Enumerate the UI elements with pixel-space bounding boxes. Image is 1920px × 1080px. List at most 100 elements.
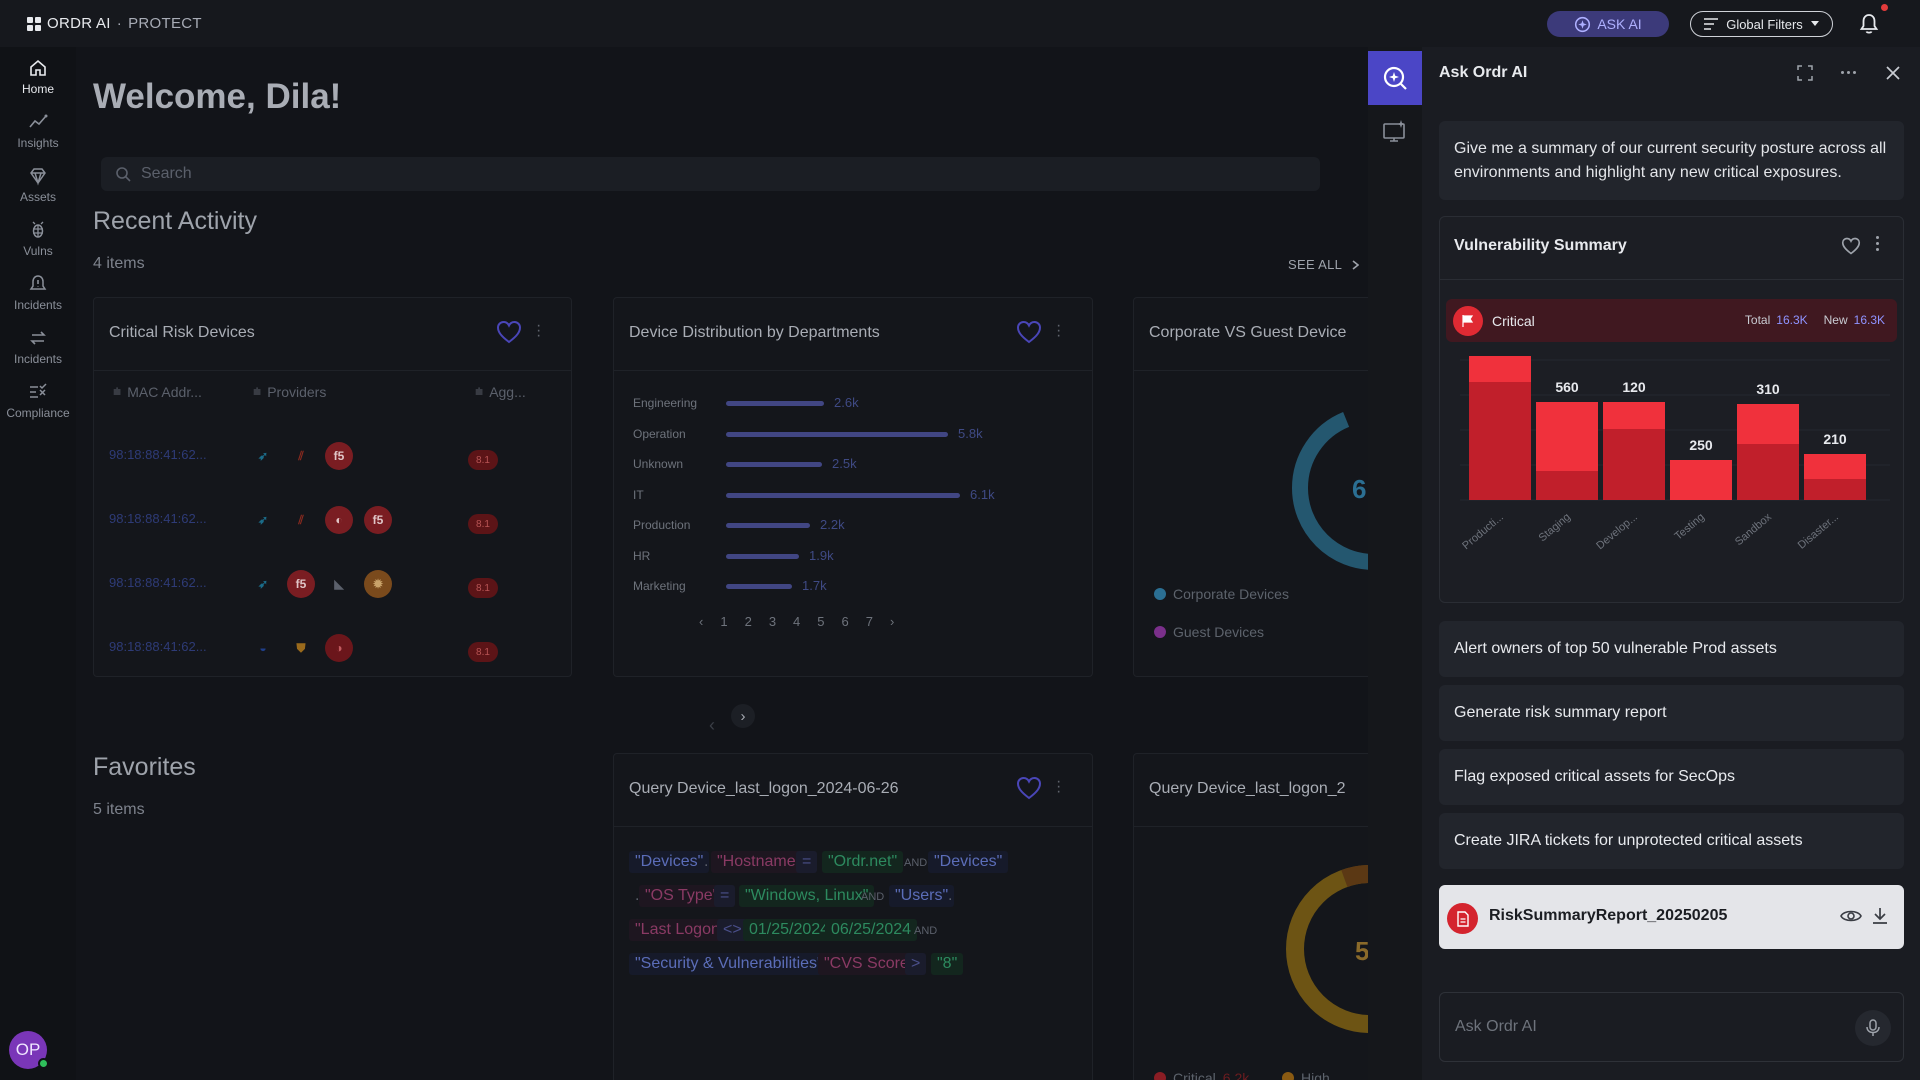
preview-eye-icon[interactable] (1840, 908, 1862, 929)
carousel-prev-icon[interactable]: ‹ (709, 715, 715, 735)
department-label: Operation (633, 426, 686, 441)
microphone-icon[interactable] (1855, 1010, 1891, 1046)
provider-paloalto-icon: ⫽ (298, 512, 304, 527)
page-2[interactable]: 2 (744, 614, 752, 629)
ask-ai-button[interactable]: ASK AI (1547, 11, 1669, 37)
see-all-link[interactable]: SEE ALL (1288, 257, 1360, 272)
action-generate-report[interactable]: Generate risk summary report (1439, 685, 1904, 741)
ai-chat-tab[interactable] (1368, 51, 1422, 105)
sidebar-item-label: Assets (19, 190, 56, 204)
notifications-bell-icon[interactable] (1858, 13, 1880, 40)
carousel-next-icon[interactable]: › (731, 704, 755, 728)
department-bar[interactable] (726, 462, 822, 467)
next-page-icon[interactable]: › (889, 614, 895, 629)
department-value: 1.9k (809, 547, 834, 563)
more-options-icon[interactable]: · · · (1056, 773, 1062, 800)
top-bar: ORDR AI · PROTECT ASK AI Global Filters (0, 0, 1920, 47)
department-bar[interactable] (726, 492, 960, 498)
expand-icon[interactable] (1797, 65, 1813, 86)
sidebar-item-insights[interactable]: Insights (0, 112, 76, 164)
critical-severity-bar[interactable]: Critical Total 16.3K New 16.3K (1446, 299, 1897, 342)
provider-f5-icon: f5 (325, 442, 353, 470)
action-flag-assets[interactable]: Flag exposed critical assets for SecOps (1439, 749, 1904, 805)
query-2-card[interactable]: Query Device_last_logon_2 56 Critical 6.2… (1133, 753, 1368, 1080)
recent-activity-count: 4 items (93, 255, 145, 272)
favorite-heart-icon[interactable] (496, 320, 522, 344)
sidebar-item-home[interactable]: Home (0, 58, 76, 110)
table-row-mac[interactable]: 98:18:88:41:62... (109, 511, 207, 526)
provider-f5-icon: f5 (287, 570, 315, 598)
provider-arista-icon: ➶ (257, 513, 269, 527)
prev-page-icon[interactable]: ‹ (699, 614, 704, 629)
page-5[interactable]: 5 (817, 614, 825, 629)
query-card[interactable]: Query Device_last_logon_2024-06-26 · · · "… (613, 753, 1093, 1080)
kebab-menu-icon[interactable] (1876, 236, 1879, 251)
new-stat: New 16.3K (1824, 313, 1885, 327)
more-options-icon[interactable]: · · · (536, 317, 542, 344)
query-token: AND (861, 891, 885, 903)
page-7[interactable]: 7 (865, 614, 873, 629)
brand[interactable]: ORDR AI · PROTECT (27, 15, 202, 32)
page-3[interactable]: 3 (768, 614, 777, 629)
query-token: = (796, 851, 818, 873)
page-4[interactable]: 4 (793, 614, 801, 629)
action-create-jira[interactable]: Create JIRA tickets for unprotected crit… (1439, 813, 1904, 869)
sidebar-item-vulns[interactable]: Vulns (0, 220, 76, 272)
download-icon[interactable] (1872, 907, 1888, 930)
favorite-heart-icon[interactable] (1016, 320, 1042, 344)
ask-ordr-ai-input[interactable]: Ask Ordr AI (1439, 992, 1904, 1062)
query-token: "8" (931, 953, 964, 975)
device-distribution-card[interactable]: Device Distribution by Departments · · · E… (613, 297, 1093, 677)
donut-center-value: 6. (1352, 474, 1368, 504)
global-filters-button[interactable]: Global Filters (1690, 11, 1833, 37)
report-file-card[interactable]: RiskSummaryReport_20250205 (1439, 885, 1904, 949)
provider-sun-icon: ✹ (364, 570, 392, 598)
brand-name: ORDR AI (47, 15, 111, 32)
department-label: Engineering (633, 396, 698, 410)
table-row-mac[interactable]: 98:18:88:41:62... (109, 575, 207, 590)
column-header-agg[interactable]: ⩧ Agg... (475, 383, 526, 400)
department-bar[interactable] (726, 401, 824, 406)
chart-bar-segment (1603, 402, 1665, 429)
critical-risk-devices-card[interactable]: Critical Risk Devices · · · ⩧ MAC Addr... ⩧… (93, 297, 572, 677)
card-divider (614, 370, 1092, 371)
department-bar[interactable] (726, 584, 792, 589)
favorite-heart-icon[interactable] (1841, 237, 1861, 255)
severity-stats: Total 16.3K New 16.3K (1745, 313, 1885, 327)
close-icon[interactable] (1885, 65, 1901, 86)
brand-separator: · (116, 15, 123, 32)
table-row-mac[interactable]: 98:18:88:41:62... (109, 447, 207, 462)
sidebar-item-compliance[interactable]: Compliance (0, 382, 76, 434)
sidebar-item-incidents-2[interactable]: Incidents (0, 328, 76, 380)
sidebar-item-incidents[interactable]: Incidents (0, 274, 76, 326)
vulns-icon (32, 221, 44, 238)
environment-bar-chart: 180Producti...560Staging120Develop...250… (1460, 356, 1890, 552)
department-bar[interactable] (726, 553, 799, 559)
query-token: . (948, 887, 953, 904)
more-options-icon[interactable] (1841, 71, 1856, 74)
department-bar[interactable] (726, 431, 948, 437)
chart-bar-segment (1804, 454, 1866, 479)
legend-label: Critical (1173, 1070, 1216, 1080)
pinned-dashboard-icon[interactable] (1382, 119, 1408, 148)
page-6[interactable]: 6 (841, 614, 849, 629)
card-title: Query Device_last_logon_2024-06-26 (629, 780, 899, 797)
sidebar-item-assets[interactable]: Assets (0, 166, 76, 218)
page-1[interactable]: 1 (720, 614, 728, 629)
favorite-heart-icon[interactable] (1016, 776, 1042, 800)
table-row-mac[interactable]: 98:18:88:41:62... (109, 639, 207, 654)
column-header-mac[interactable]: ⩧ MAC Addr... (113, 383, 202, 400)
search-input[interactable]: Search (101, 157, 1320, 191)
department-bar[interactable] (726, 523, 810, 528)
provider-crowdstrike-icon: ◒ (259, 641, 267, 655)
panel-rail (1368, 47, 1422, 1080)
column-header-providers[interactable]: ⩧ Providers (253, 383, 326, 400)
query-token: . (704, 853, 709, 870)
corporate-vs-guest-card[interactable]: Corporate VS Guest Device 6. Corporate D… (1133, 297, 1368, 677)
action-alert-owners[interactable]: Alert owners of top 50 vulnerable Prod a… (1439, 621, 1904, 677)
total-value: 16.3K (1776, 313, 1808, 327)
card-title: Vulnerability Summary (1454, 237, 1627, 254)
more-options-icon[interactable]: · · · (1056, 317, 1062, 344)
filter-lines-icon (1704, 18, 1719, 30)
card-divider (614, 826, 1092, 827)
